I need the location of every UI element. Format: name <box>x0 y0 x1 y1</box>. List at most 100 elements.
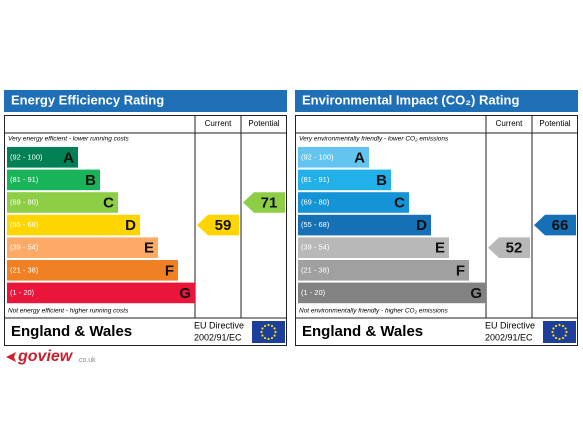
eu-star <box>274 330 277 334</box>
rating-band <box>298 282 486 304</box>
table-frame <box>4 115 287 346</box>
eu-star <box>554 336 558 340</box>
directive: EU Directive <box>194 320 244 330</box>
eu-star <box>561 336 565 340</box>
band-range: (1 - 20) <box>301 288 326 297</box>
band-range: (39 - 54) <box>10 243 39 252</box>
eu-flag <box>543 321 576 343</box>
logo-icon <box>6 352 16 362</box>
band-range: (92 - 100) <box>301 152 334 161</box>
rating-band <box>7 169 100 191</box>
title-bar <box>4 90 287 112</box>
directive-number: 2002/91/EC <box>194 332 242 342</box>
current-value: 52 <box>506 240 523 257</box>
eu-star <box>552 327 555 330</box>
eu-star <box>261 327 264 330</box>
table-frame <box>295 115 578 346</box>
potential-value: 71 <box>261 194 278 211</box>
logo-domain: .co.uk <box>77 357 96 364</box>
eu-star <box>263 324 267 328</box>
rating-band <box>298 214 431 236</box>
band-range: (39 - 54) <box>301 243 330 252</box>
eu-star <box>263 336 267 340</box>
rating-panel: Energy Efficiency Rating Current Potential… <box>4 90 287 346</box>
rating-band <box>298 237 449 258</box>
eu-flag <box>252 321 285 343</box>
rating-band <box>7 260 178 281</box>
band-range: (1 - 20) <box>10 288 35 297</box>
logo: goview .co.uk <box>6 348 96 365</box>
band-letter: B <box>376 172 387 189</box>
band-letter: C <box>394 194 405 211</box>
band-range: (81 - 91) <box>301 175 330 184</box>
eu-star <box>564 334 567 337</box>
rating-band <box>7 214 140 236</box>
band-letter: D <box>125 217 136 234</box>
eu-star <box>270 324 274 328</box>
band-range: (92 - 100) <box>10 152 43 161</box>
eu-star <box>273 327 276 330</box>
title-bar <box>295 90 578 112</box>
band-range: (55 - 68) <box>10 220 39 229</box>
potential-arrow <box>534 214 576 236</box>
column-header: Current <box>205 119 232 128</box>
directive-number: 2002/91/EC <box>485 332 533 342</box>
eu-star <box>558 337 561 341</box>
eu-star <box>554 324 558 328</box>
eu-star <box>565 330 568 334</box>
rating-band <box>298 192 409 213</box>
band-letter: G <box>470 285 482 302</box>
eu-star <box>564 327 567 330</box>
column-header: Potential <box>248 119 279 128</box>
rating-band <box>7 237 158 258</box>
band-letter: E <box>144 240 154 257</box>
band-letter: G <box>179 285 191 302</box>
eu-star <box>558 323 561 327</box>
directive: EU Directive <box>485 320 535 330</box>
rating-band <box>298 260 469 281</box>
rating-band <box>298 169 391 191</box>
column-header: Current <box>496 119 523 128</box>
band-range: (81 - 91) <box>10 175 39 184</box>
eu-star <box>551 330 554 334</box>
rating-panel: Environmental Impact (CO₂) Rating Current… <box>295 90 578 346</box>
band-letter: D <box>416 217 427 234</box>
country: England & Wales <box>11 323 132 340</box>
potential-arrow <box>243 192 285 213</box>
top-note: Very energy efficient - lower running co… <box>8 136 130 143</box>
band-letter: F <box>456 262 465 279</box>
top-note: Very environmentally friendly - lower CO… <box>299 136 449 143</box>
column-header: Potential <box>539 119 570 128</box>
current-value: 59 <box>215 217 232 234</box>
band-letter: A <box>354 149 365 166</box>
eu-star <box>273 334 276 337</box>
bottom-note: Not energy efficient - higher running co… <box>8 308 129 315</box>
eu-star <box>261 334 264 337</box>
rating-band <box>7 192 118 213</box>
eu-star <box>260 330 263 334</box>
rating-band <box>298 147 369 168</box>
rating-band <box>7 147 78 168</box>
eu-star <box>561 324 565 328</box>
band-range: (69 - 80) <box>10 197 39 206</box>
band-letter: C <box>103 194 114 211</box>
band-range: (69 - 80) <box>301 197 330 206</box>
band-letter: A <box>63 149 74 166</box>
current-arrow <box>197 214 239 236</box>
eu-star <box>552 334 555 337</box>
band-letter: B <box>85 172 96 189</box>
band-letter: F <box>165 262 174 279</box>
country: England & Wales <box>302 323 423 340</box>
logo-name: goview <box>17 348 74 365</box>
eu-star <box>270 336 274 340</box>
band-range: (21 - 38) <box>301 265 330 274</box>
panel-title: Environmental Impact (CO₂) Rating <box>302 92 519 107</box>
potential-value: 66 <box>552 217 569 234</box>
eu-star <box>267 323 270 327</box>
rating-band <box>7 282 195 304</box>
eu-star <box>267 337 270 341</box>
band-range: (21 - 38) <box>10 265 39 274</box>
panel-title: Energy Efficiency Rating <box>11 92 164 107</box>
current-arrow <box>488 237 530 258</box>
